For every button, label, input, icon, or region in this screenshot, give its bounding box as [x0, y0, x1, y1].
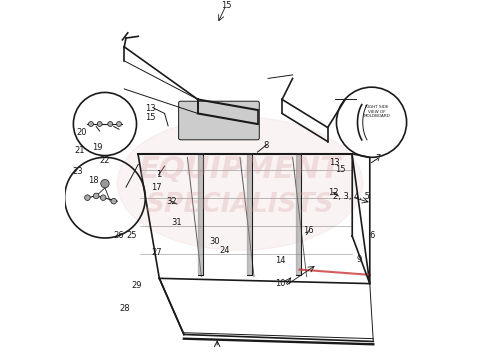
Text: 10: 10	[275, 279, 286, 288]
Text: 25: 25	[127, 231, 137, 240]
Text: 24: 24	[219, 246, 229, 255]
Text: EQUIPMENT: EQUIPMENT	[139, 155, 341, 184]
Text: 14: 14	[275, 256, 286, 265]
Text: 15: 15	[221, 1, 231, 10]
Polygon shape	[247, 154, 252, 275]
Circle shape	[88, 121, 94, 126]
Text: 27: 27	[151, 247, 162, 257]
Text: 21: 21	[74, 146, 84, 155]
Text: 15: 15	[144, 113, 155, 122]
Text: 15: 15	[335, 165, 345, 174]
Text: 32: 32	[166, 197, 177, 206]
Text: 8: 8	[264, 140, 269, 150]
Ellipse shape	[117, 117, 363, 250]
Text: 13: 13	[145, 104, 156, 113]
Text: 29: 29	[131, 281, 142, 290]
Text: 9: 9	[357, 255, 362, 264]
Polygon shape	[198, 154, 203, 275]
Text: 13: 13	[329, 158, 339, 167]
Circle shape	[117, 121, 121, 126]
Circle shape	[111, 199, 117, 204]
Text: 18: 18	[88, 176, 99, 186]
Text: 28: 28	[119, 304, 130, 313]
Circle shape	[101, 180, 109, 188]
Text: SPECIALISTS: SPECIALISTS	[146, 192, 334, 218]
Text: 20: 20	[76, 128, 87, 137]
Circle shape	[84, 195, 90, 201]
Text: 16: 16	[303, 226, 314, 235]
Circle shape	[108, 121, 113, 126]
Text: 26: 26	[113, 231, 124, 240]
Circle shape	[100, 195, 106, 201]
Text: 6: 6	[370, 231, 375, 240]
Text: 7: 7	[375, 154, 381, 163]
Circle shape	[97, 121, 102, 126]
Text: 22: 22	[100, 156, 110, 165]
Polygon shape	[296, 154, 301, 275]
Text: RIGHT SIDE
VIEW OF
MOLDBOARD: RIGHT SIDE VIEW OF MOLDBOARD	[363, 105, 390, 118]
Text: 12: 12	[328, 188, 338, 197]
Text: 31: 31	[171, 219, 181, 227]
FancyBboxPatch shape	[179, 101, 259, 140]
Text: 19: 19	[92, 143, 103, 152]
Text: 17: 17	[152, 183, 162, 191]
Text: 1: 1	[156, 170, 161, 180]
Text: 2, 3, 4, 5: 2, 3, 4, 5	[333, 193, 370, 201]
Circle shape	[94, 193, 99, 199]
Text: 30: 30	[209, 237, 220, 246]
Text: 23: 23	[72, 167, 83, 176]
